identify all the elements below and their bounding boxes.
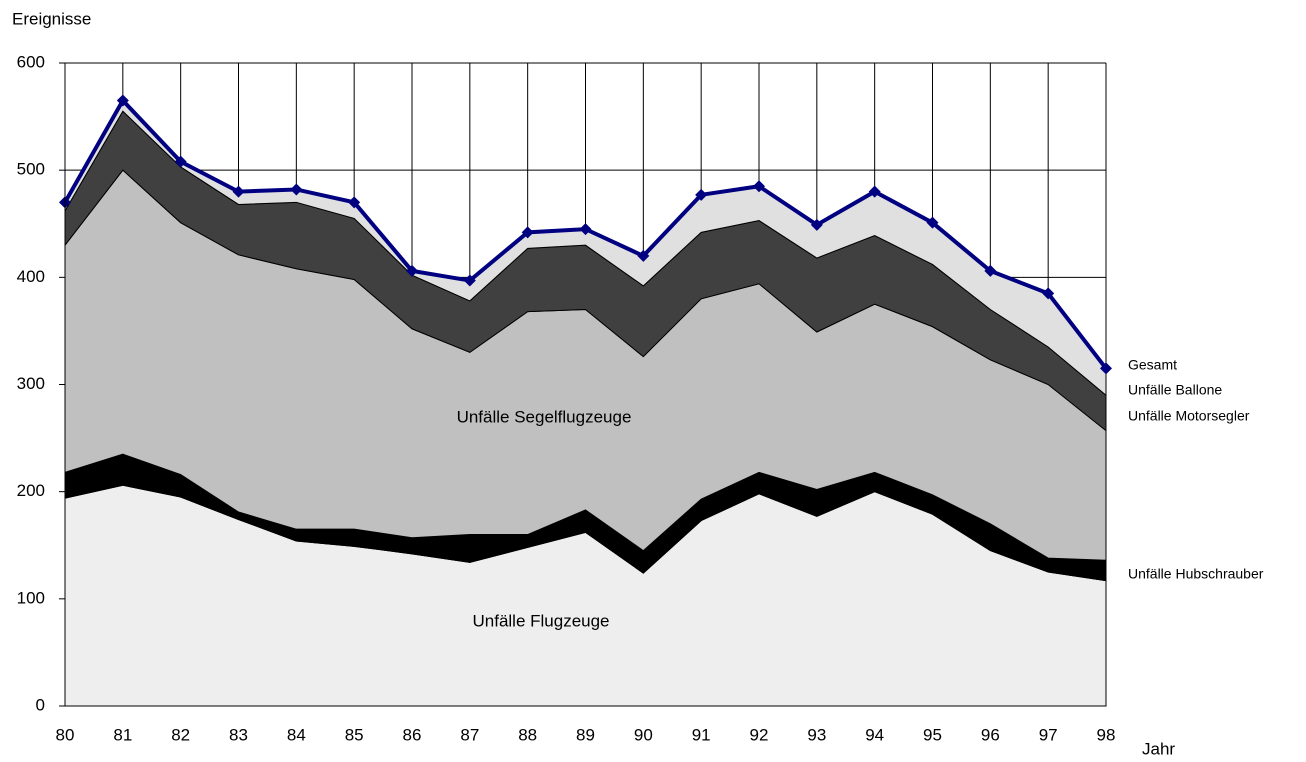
total-marker: [1100, 362, 1112, 375]
total-marker: [348, 196, 361, 209]
y-tick-label: 100: [17, 588, 45, 607]
series-label: Unfälle Ballone: [1128, 382, 1222, 398]
y-tick-label: 500: [17, 160, 45, 179]
x-tick-label: 89: [576, 725, 595, 744]
x-tick-label: 91: [692, 725, 711, 744]
total-marker: [232, 185, 245, 198]
y-axis-title: Ereignisse: [12, 9, 91, 28]
y-tick-label: 0: [36, 695, 45, 714]
total-marker: [926, 216, 939, 229]
y-tick-label: 600: [17, 52, 45, 71]
total-marker: [868, 185, 881, 198]
x-tick-label: 83: [229, 725, 248, 744]
x-tick-label: 90: [634, 725, 653, 744]
x-tick-label: 88: [518, 725, 537, 744]
total-marker: [637, 249, 650, 262]
x-tick-label: 86: [403, 725, 422, 744]
series-label: Unfälle Hubschrauber: [1128, 566, 1264, 582]
total-marker: [579, 223, 592, 236]
y-tick-label: 200: [17, 481, 45, 500]
x-tick-label: 92: [750, 725, 769, 744]
x-tick-label: 82: [171, 725, 190, 744]
y-tick-label: 400: [17, 267, 45, 286]
total-marker: [290, 183, 303, 196]
y-tick-label: 300: [17, 374, 45, 393]
x-tick-label: 84: [287, 725, 306, 744]
x-tick-label: 96: [981, 725, 1000, 744]
x-tick-label: 93: [807, 725, 826, 744]
series-label: Unfälle Motorsegler: [1128, 408, 1250, 424]
total-marker: [116, 94, 129, 107]
x-tick-label: 81: [113, 725, 132, 744]
x-tick-label: 87: [460, 725, 479, 744]
series-label: Gesamt: [1128, 357, 1177, 373]
x-axis-title: Jahr: [1142, 739, 1175, 758]
x-tick-label: 95: [923, 725, 942, 744]
total-marker: [463, 274, 476, 287]
total-marker: [1042, 287, 1055, 300]
total-marker: [810, 218, 823, 231]
series-label: Unfälle Flugzeuge: [472, 611, 609, 630]
x-tick-label: 85: [345, 725, 364, 744]
x-tick-label: 98: [1097, 725, 1116, 744]
total-marker: [174, 155, 187, 168]
total-marker: [521, 226, 534, 239]
series-label: Unfälle Segelflugzeuge: [457, 407, 632, 426]
x-tick-label: 97: [1039, 725, 1058, 744]
total-marker: [406, 264, 418, 277]
x-tick-label: 94: [865, 725, 884, 744]
total-marker: [753, 180, 765, 193]
x-tick-label: 80: [56, 725, 75, 744]
total-marker: [695, 188, 708, 201]
total-marker: [984, 264, 997, 277]
